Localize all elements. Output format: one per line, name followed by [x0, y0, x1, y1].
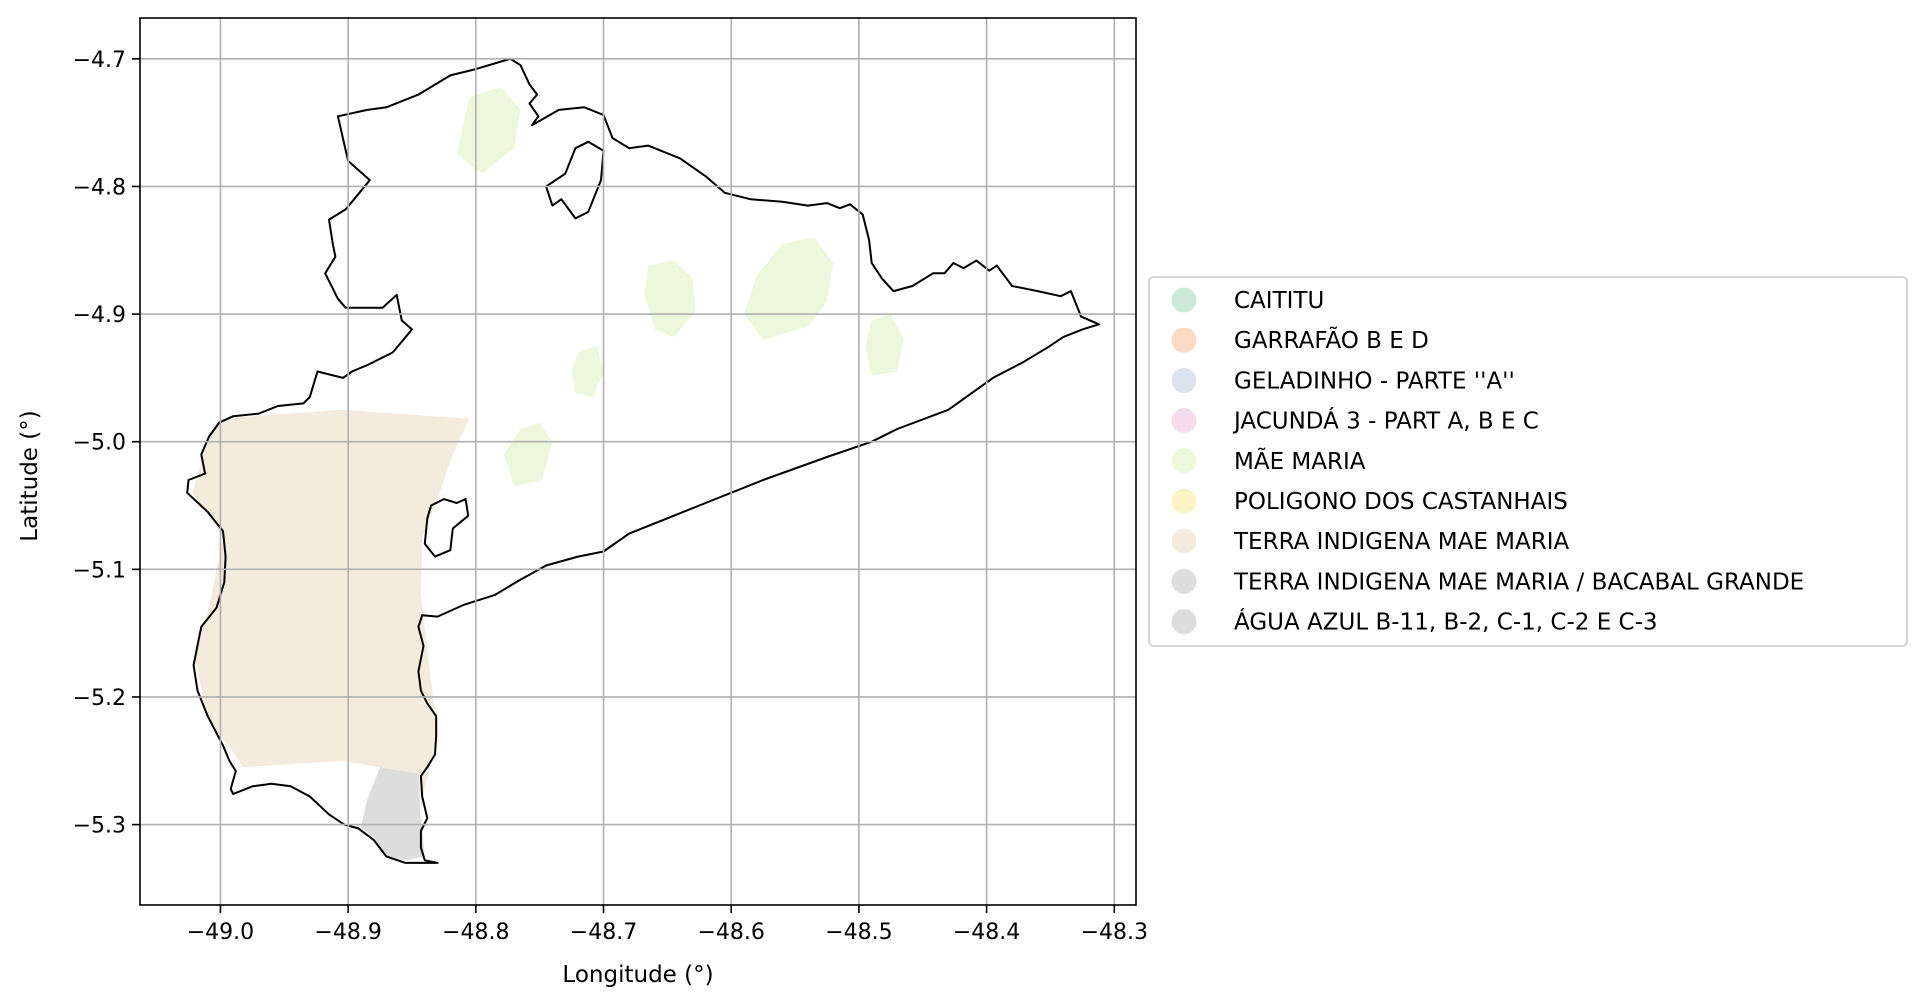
grid-layer	[140, 18, 1136, 905]
legend-item: GARRAFÃO B E D	[1171, 326, 1429, 354]
x-tick-label: −48.8	[442, 920, 509, 945]
x-tick-label: −48.3	[1081, 920, 1148, 945]
legend-item: CAITITU	[1171, 287, 1324, 314]
y-tick-label: −4.8	[73, 175, 126, 200]
legend-item: ÁGUA AZUL B-11, B-2, C-1, C-2 E C-3	[1171, 608, 1658, 636]
plot-frame	[139, 17, 1137, 906]
legend-frame	[1148, 276, 1908, 647]
legend: CAITITU GARRAFÃO B E D GELADINHO - PARTE '…	[1148, 276, 1908, 647]
x-tick-label: −48.7	[570, 920, 637, 945]
x-tick-label: −48.6	[698, 920, 765, 945]
region-5	[503, 422, 553, 487]
legend-marker	[1171, 488, 1197, 514]
boundary-layer	[186, 57, 1100, 864]
y-tick-label: −5.1	[73, 558, 126, 583]
legend-marker	[1171, 408, 1197, 434]
y-tick-label: −4.9	[73, 303, 126, 328]
x-tick-label: −48.9	[314, 920, 381, 945]
legend-label: POLIGONO DOS CASTANHAIS	[1234, 489, 1568, 515]
y-axis-label: Latitude (°)	[17, 410, 43, 541]
x-tick-label: −48.5	[825, 920, 892, 945]
legend-marker	[1171, 448, 1197, 474]
region-0	[192, 409, 470, 857]
legend-label: GARRAFÃO B E D	[1234, 326, 1429, 354]
x-axis-label: Longitude (°)	[562, 962, 713, 988]
x-axis-ticks: −49.0 −48.9 −48.8 −48.7 −48.6 −48.5 −48.4 −48.3	[187, 905, 1148, 945]
legend-item: MÃE MARIA	[1171, 447, 1366, 475]
region-4	[456, 86, 521, 174]
legend-marker	[1171, 327, 1197, 353]
legend-item: TERRA INDIGENA MAE MARIA	[1171, 528, 1570, 555]
legend-item: GELADINHO - PARTE ''A''	[1171, 367, 1515, 394]
legend-marker	[1171, 568, 1197, 594]
y-tick-label: −5.3	[73, 814, 126, 839]
x-tick-label: −48.4	[953, 920, 1020, 945]
legend-label: CAITITU	[1234, 288, 1324, 314]
legend-item: JACUNDÁ 3 - PART A, B E C	[1171, 407, 1539, 435]
legend-item: TERRA INDIGENA MAE MARIA / BACABAL GRAND…	[1171, 568, 1804, 595]
legend-label: TERRA INDIGENA MAE MARIA / BACABAL GRAND…	[1233, 569, 1804, 595]
region-7	[571, 346, 604, 397]
legend-marker	[1171, 367, 1197, 393]
legend-label: ÁGUA AZUL B-11, B-2, C-1, C-2 E C-3	[1234, 608, 1658, 636]
municipality-boundary	[186, 57, 1100, 864]
legend-marker	[1171, 609, 1197, 635]
legend-label: MÃE MARIA	[1234, 447, 1366, 475]
legend-marker	[1171, 528, 1197, 554]
y-tick-label: −5.0	[73, 431, 126, 456]
legend-marker	[1171, 287, 1197, 313]
region-3	[644, 260, 696, 338]
legend-items: CAITITU GARRAFÃO B E D GELADINHO - PARTE '…	[1171, 287, 1804, 636]
y-tick-label: −4.7	[73, 48, 126, 73]
x-tick-label: −49.0	[187, 920, 254, 945]
y-tick-label: −5.2	[73, 686, 126, 711]
legend-label: GELADINHO - PARTE ''A''	[1234, 368, 1515, 394]
legend-item: POLIGONO DOS CASTANHAIS	[1171, 488, 1568, 515]
region-6	[865, 314, 904, 376]
plot-area	[139, 17, 1137, 906]
legend-label: JACUNDÁ 3 - PART A, B E C	[1232, 407, 1539, 435]
y-axis-ticks: −4.7 −4.8 −4.9 −5.0 −5.1 −5.2 −5.3	[73, 48, 140, 839]
legend-label: TERRA INDIGENA MAE MARIA	[1233, 529, 1570, 555]
region-1	[360, 767, 425, 861]
